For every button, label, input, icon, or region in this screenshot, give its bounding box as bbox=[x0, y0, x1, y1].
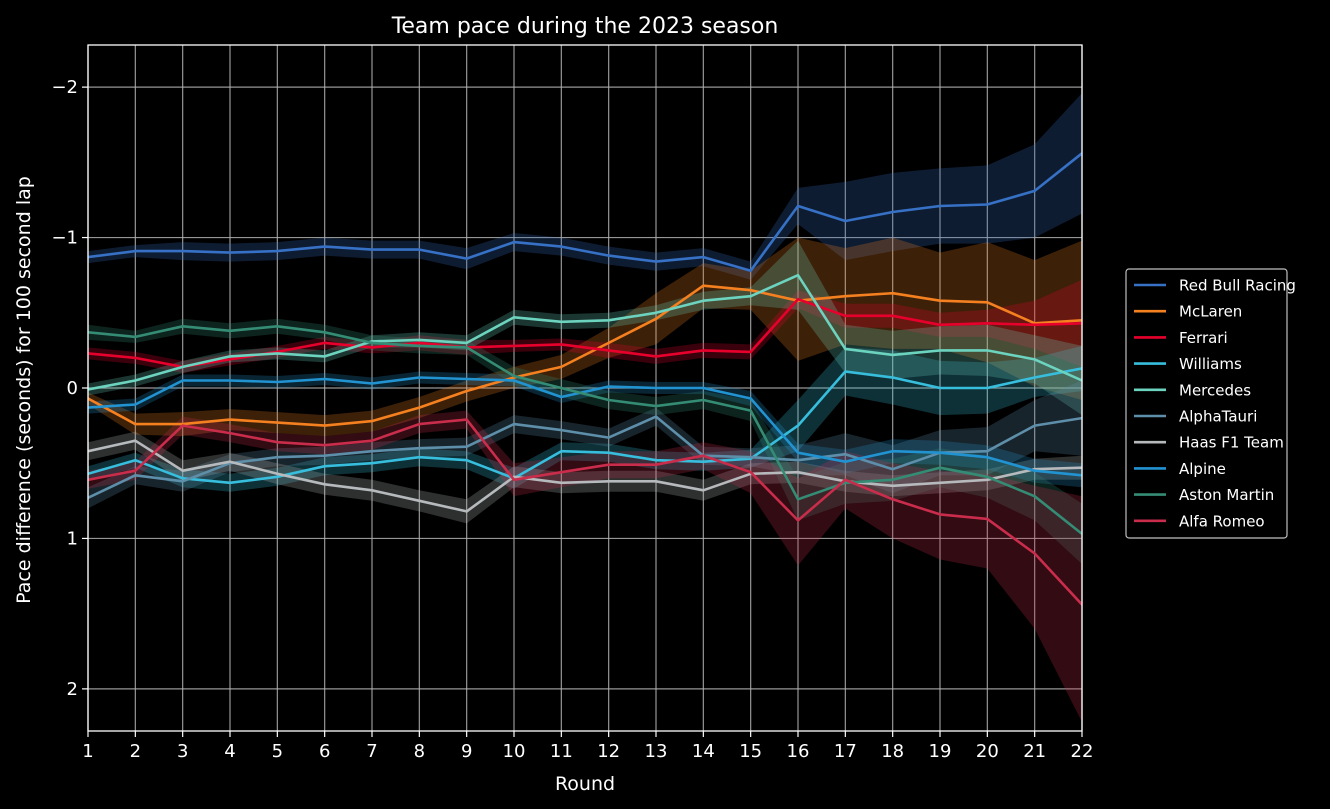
series-line-alphatauri bbox=[88, 415, 1082, 500]
y-tick-label: −1 bbox=[51, 228, 78, 249]
y-axis-title: Pace difference (seconds) for 100 second… bbox=[13, 176, 35, 604]
x-tick-label: 3 bbox=[177, 741, 188, 762]
x-tick-label: 15 bbox=[739, 741, 762, 762]
x-tick-label: 7 bbox=[366, 741, 377, 762]
legend-label: McLaren bbox=[1179, 303, 1242, 321]
y-axis-ticks: −2 −1 0 1 2 bbox=[51, 77, 88, 700]
x-axis-title: Round bbox=[555, 773, 615, 795]
x-tick-label: 20 bbox=[976, 741, 999, 762]
x-tick-label: 2 bbox=[130, 741, 141, 762]
legend-label: Alpine bbox=[1179, 460, 1226, 478]
x-tick-label: 12 bbox=[597, 741, 620, 762]
x-tick-label: 6 bbox=[319, 741, 330, 762]
y-tick-label: 1 bbox=[67, 528, 78, 549]
series-line-williams bbox=[88, 367, 1082, 485]
confidence-band-red-bull-racing bbox=[88, 93, 1082, 280]
y-tick-label: 2 bbox=[67, 679, 78, 700]
confidence-band-haas-f1-team bbox=[88, 431, 1082, 524]
series-line-mercedes bbox=[88, 273, 1082, 391]
y-tick-label: −2 bbox=[51, 77, 78, 98]
series-line-haas-f1-team bbox=[88, 439, 1082, 513]
legend: Red Bull Racing McLaren Ferrari Williams Mer… bbox=[1125, 268, 1296, 539]
confidence-band-alphatauri bbox=[88, 380, 1082, 509]
x-tick-label: 11 bbox=[550, 741, 573, 762]
legend-box bbox=[1125, 268, 1288, 539]
x-tick-label: 1 bbox=[82, 741, 93, 762]
legend-label: Mercedes bbox=[1179, 381, 1251, 399]
x-tick-label: 5 bbox=[272, 741, 283, 762]
series-line-red-bull-racing bbox=[88, 152, 1082, 273]
legend-label: Williams bbox=[1179, 355, 1242, 373]
y-tick-label: 0 bbox=[67, 378, 78, 399]
legend-label: Haas F1 Team bbox=[1179, 434, 1284, 452]
x-tick-label: 13 bbox=[645, 741, 668, 762]
x-tick-label: 17 bbox=[834, 741, 857, 762]
confidence-band-williams bbox=[88, 345, 1082, 492]
x-tick-label: 14 bbox=[692, 741, 715, 762]
series-line-aston-martin bbox=[88, 324, 1082, 536]
x-tick-label: 18 bbox=[881, 741, 904, 762]
series-lines bbox=[88, 152, 1082, 606]
legend-label: Alfa Romeo bbox=[1179, 512, 1265, 530]
legend-label: AlphaTauri bbox=[1179, 408, 1257, 426]
x-tick-label: 19 bbox=[929, 741, 952, 762]
x-tick-label: 4 bbox=[224, 741, 235, 762]
x-tick-label: 8 bbox=[414, 741, 425, 762]
chart-title: Team pace during the 2023 season bbox=[391, 14, 779, 39]
legend-label: Ferrari bbox=[1179, 329, 1228, 347]
confidence-band-ferrari bbox=[88, 279, 1082, 373]
x-tick-label: 21 bbox=[1023, 741, 1046, 762]
series-line-alpine bbox=[88, 376, 1082, 477]
confidence-band-mercedes bbox=[88, 240, 1082, 416]
x-tick-label: 9 bbox=[461, 741, 472, 762]
x-tick-label: 22 bbox=[1071, 741, 1094, 762]
confidence-band-mclaren bbox=[88, 237, 1082, 437]
legend-label: Aston Martin bbox=[1179, 486, 1274, 504]
series-line-mclaren bbox=[88, 284, 1082, 427]
confidence-band-aston-martin bbox=[88, 318, 1082, 564]
x-axis-ticks: 1 2 3 4 5 6 7 8 9 10 11 12 13 14 15 16 17 18 19 20 21 22 bbox=[82, 731, 1093, 762]
series-line-alfa-romeo bbox=[88, 418, 1082, 606]
x-tick-label: 16 bbox=[787, 741, 810, 762]
legend-label: Red Bull Racing bbox=[1179, 277, 1296, 295]
x-tick-label: 10 bbox=[503, 741, 526, 762]
